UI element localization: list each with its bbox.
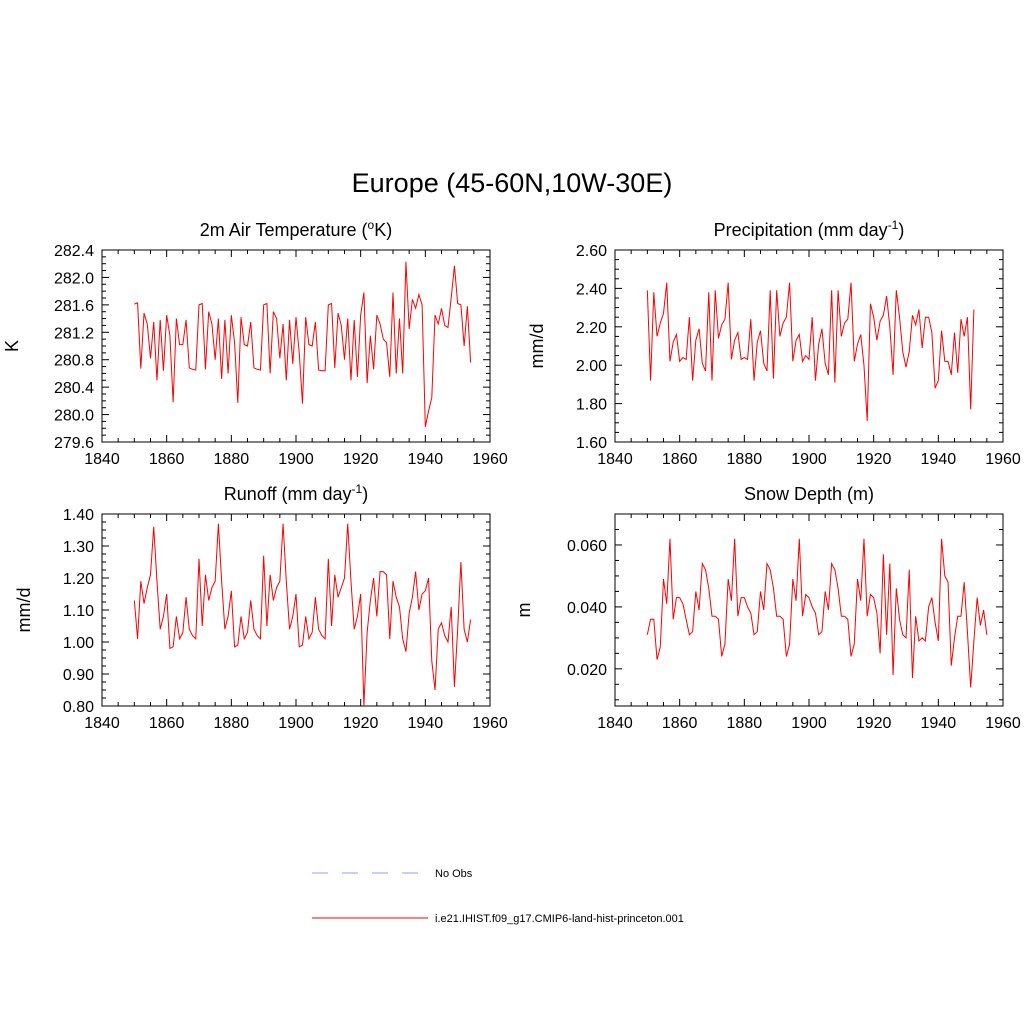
legend: No Obs i.e21.IHIST.f09_g17.CMIP6-land-his… <box>312 868 684 925</box>
series-line-1 <box>134 261 472 428</box>
y-tick-label: 2.20 <box>576 320 607 337</box>
x-tick-label: 1960 <box>985 715 1021 732</box>
plot-frame <box>614 249 1004 443</box>
y-tick-label: 1.20 <box>63 571 94 588</box>
legend-label-2: i.e21.IHIST.f09_g17.CMIP6-land-hist-prin… <box>435 913 684 925</box>
y-axis-label: mm/d <box>14 588 34 633</box>
panel-title: 2m Air Temperature (oK) <box>200 218 392 240</box>
y-tick-label: 1.00 <box>63 635 94 652</box>
y-axis-label: mm/d <box>527 324 547 369</box>
y-tick-label: 2.60 <box>576 243 607 260</box>
y-tick-label: 280.0 <box>54 408 94 425</box>
y-tick-label: 2.00 <box>576 358 607 375</box>
y-tick-label: 0.90 <box>63 667 94 684</box>
panel-3: 1840 1860 1880 1900 1920 1940 1960 0.80 0.90 1.00… <box>14 482 508 732</box>
panel-title: Precipitation (mm day-1) <box>714 218 905 240</box>
panel-title: Runoff (mm day-1) <box>224 482 368 504</box>
legend-label-1: No Obs <box>435 868 473 880</box>
y-tick-label: 281.2 <box>54 325 94 342</box>
y-tick-label: 282.4 <box>54 243 94 260</box>
y-tick-label: 0.060 <box>567 538 607 555</box>
panel-title: Snow Depth (m) <box>744 484 874 504</box>
x-tick-label: 1940 <box>408 715 444 732</box>
plot-frame <box>101 249 491 443</box>
series-line-1 <box>646 282 975 421</box>
x-tick-label: 1900 <box>791 451 827 468</box>
panel-4: 1840 1860 1880 1900 1920 1940 1960 0.020 0.040 0.… <box>514 484 1021 732</box>
series-line-1 <box>646 538 988 688</box>
x-tick-label: 1840 <box>84 451 120 468</box>
x-tick-label: 1960 <box>472 715 508 732</box>
x-tick-label: 1880 <box>727 715 763 732</box>
x-tick-label: 1940 <box>408 451 444 468</box>
y-tick-label: 2.40 <box>576 281 607 298</box>
y-tick-label: 281.6 <box>54 298 94 315</box>
x-tick-label: 1880 <box>727 451 763 468</box>
x-tick-label: 1860 <box>149 715 185 732</box>
y-tick-label: 280.8 <box>54 353 94 370</box>
x-tick-label: 1940 <box>921 451 957 468</box>
panel-1: 1840 1860 1880 1900 1920 1940 1960 279.6 280.0 28… <box>2 218 508 468</box>
x-tick-label: 1880 <box>214 451 250 468</box>
y-tick-label: 1.10 <box>63 603 94 620</box>
y-tick-label: 0.80 <box>63 699 94 716</box>
figure-title: Europe (45-60N,10W-30E) <box>351 168 673 198</box>
x-tick-label: 1900 <box>278 715 314 732</box>
x-tick-label: 1900 <box>791 715 827 732</box>
x-tick-label: 1840 <box>597 451 633 468</box>
x-tick-label: 1860 <box>662 715 698 732</box>
x-tick-label: 1900 <box>278 451 314 468</box>
series-line-1 <box>133 523 472 707</box>
x-tick-label: 1920 <box>856 451 892 468</box>
y-tick-label: 0.020 <box>567 662 607 679</box>
x-tick-label: 1920 <box>343 715 379 732</box>
x-tick-label: 1860 <box>149 451 185 468</box>
x-tick-label: 1940 <box>921 715 957 732</box>
y-tick-label: 1.30 <box>63 539 94 556</box>
x-tick-label: 1840 <box>597 715 633 732</box>
x-tick-label: 1960 <box>985 451 1021 468</box>
x-tick-label: 1920 <box>343 451 379 468</box>
plot-frame <box>101 513 491 707</box>
y-tick-label: 1.80 <box>576 397 607 414</box>
y-tick-label: 0.040 <box>567 600 607 617</box>
x-tick-label: 1840 <box>84 715 120 732</box>
y-axis-label: K <box>2 340 22 352</box>
x-tick-label: 1920 <box>856 715 892 732</box>
y-tick-label: 279.6 <box>54 435 94 452</box>
y-tick-label: 1.40 <box>63 507 94 524</box>
y-tick-label: 1.60 <box>576 435 607 452</box>
y-tick-label: 280.4 <box>54 380 94 397</box>
y-axis-label: m <box>514 603 534 618</box>
x-tick-label: 1880 <box>214 715 250 732</box>
x-tick-label: 1960 <box>472 451 508 468</box>
x-tick-label: 1860 <box>662 451 698 468</box>
panel-2: 1840 1860 1880 1900 1920 1940 1960 1.60 1.80 2.00… <box>527 218 1021 468</box>
y-tick-label: 282.0 <box>54 270 94 287</box>
